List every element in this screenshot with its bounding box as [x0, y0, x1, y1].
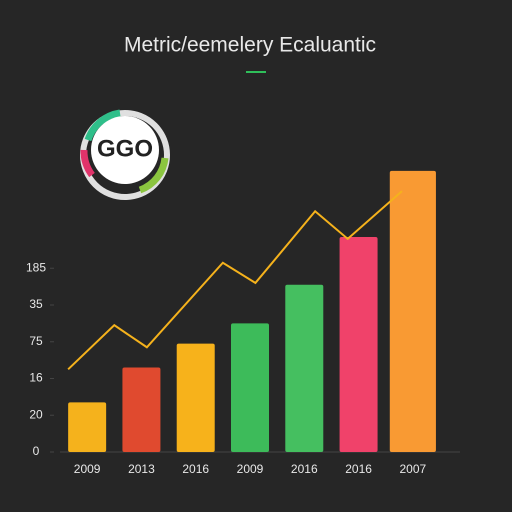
- bar: [339, 237, 378, 452]
- bar: [389, 170, 436, 453]
- bar: [285, 284, 324, 452]
- trend-line: [67, 190, 403, 371]
- logo-face: [91, 116, 159, 184]
- y-tick-label: 16: [29, 371, 43, 385]
- x-tick-label: 2016: [291, 462, 318, 476]
- chart-title: Metric/eemelery Ecaluantic: [124, 34, 376, 57]
- bar: [176, 343, 215, 452]
- x-tick-label: 2009: [74, 462, 101, 476]
- y-tick-label: 35: [29, 297, 43, 311]
- logo-arc: [84, 109, 121, 142]
- x-tick-label: 2016: [182, 462, 209, 476]
- x-tick-label: 2007: [400, 462, 427, 476]
- y-tick-label: 20: [29, 407, 43, 421]
- logo: GGO: [80, 109, 170, 200]
- bar: [231, 323, 269, 452]
- x-tick-label: 2013: [128, 462, 155, 476]
- x-tick-label: 2009: [237, 462, 264, 476]
- logo-arc: [80, 149, 95, 178]
- logo-text: GGO: [97, 135, 153, 162]
- logo-arc: [138, 157, 169, 194]
- bar: [122, 367, 161, 452]
- bar: [68, 402, 107, 452]
- x-tick-label: 2016: [345, 462, 372, 476]
- y-tick-label: 185: [26, 260, 46, 274]
- y-tick-label: 75: [29, 334, 43, 348]
- y-tick-label: 0: [33, 444, 40, 458]
